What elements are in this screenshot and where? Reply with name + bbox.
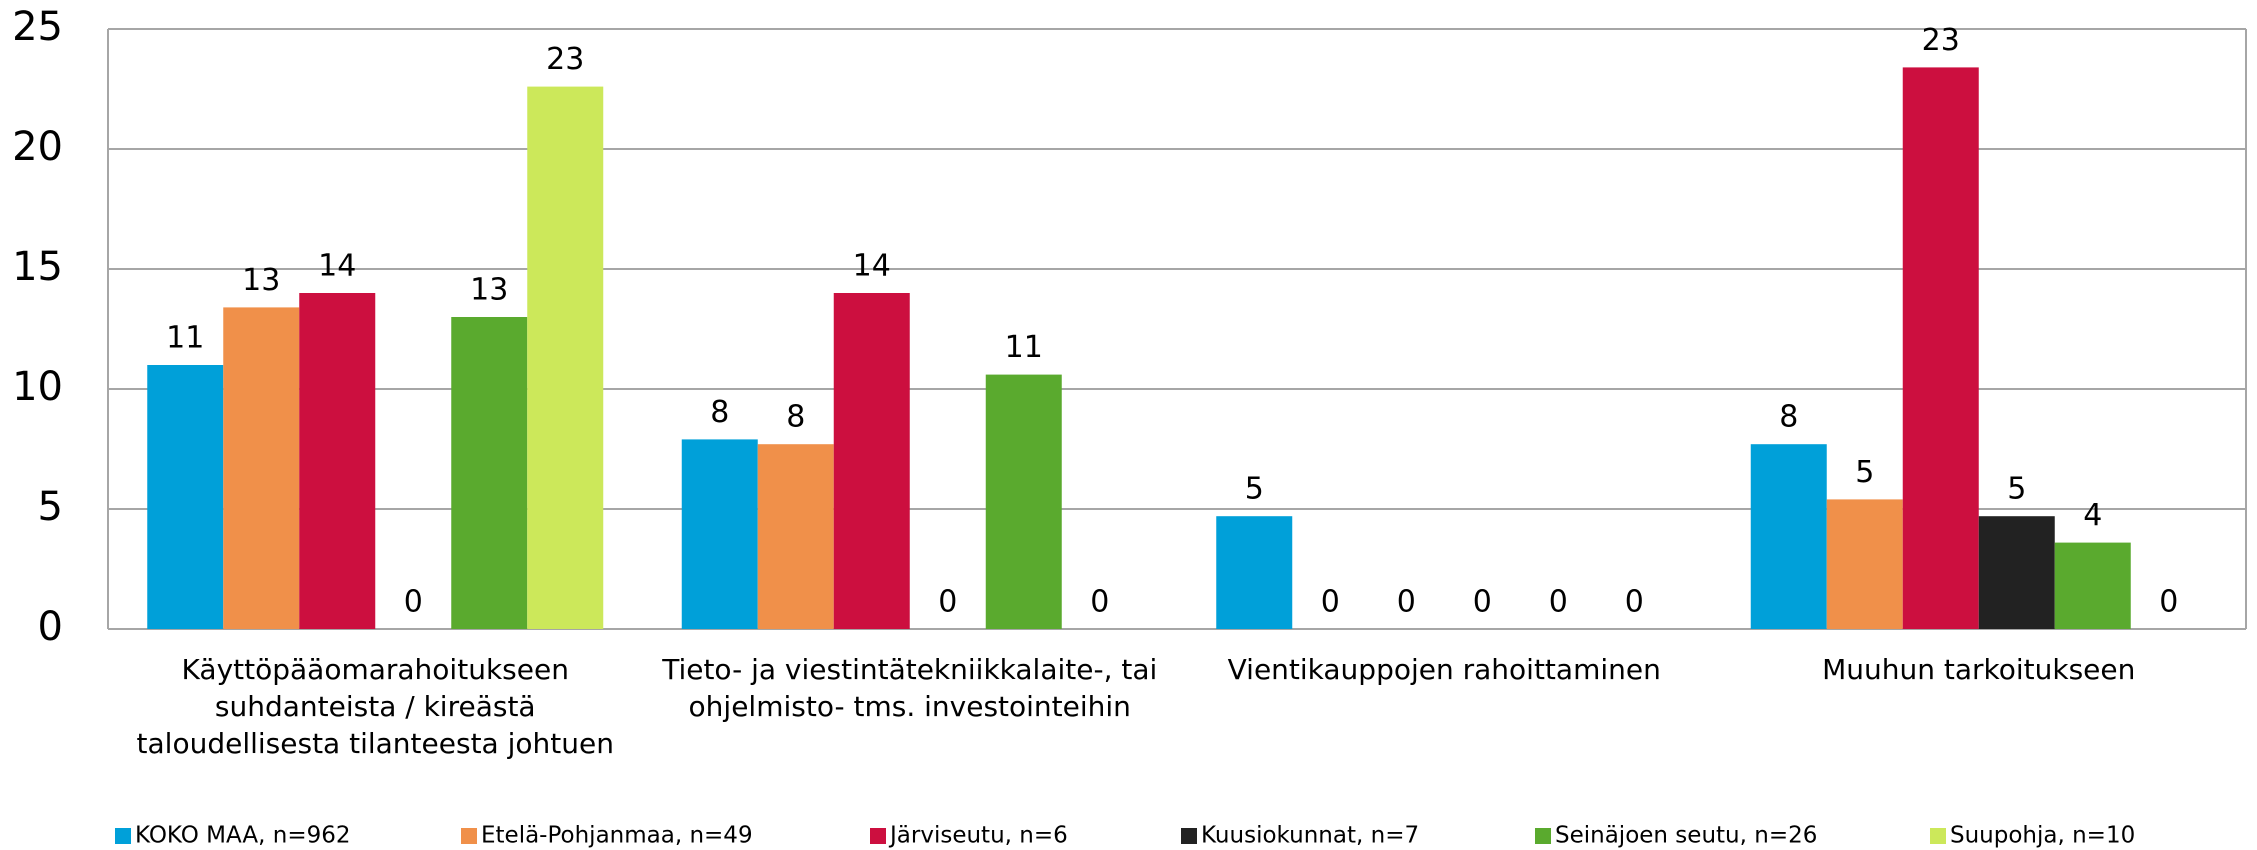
value-label: 5 [1245,472,1264,507]
x-tick-label: suhdanteista / kireästä [215,690,536,723]
value-label: 4 [2083,498,2102,533]
legend-label: Suupohja, n=10 [1950,823,2135,849]
bar [681,439,758,629]
value-label: 0 [1090,585,1109,620]
y-tick-label: 25 [12,4,63,50]
bar [1750,444,1827,629]
bar [147,365,224,629]
value-label: 0 [404,585,423,620]
bar [223,307,300,629]
legend-swatch [1535,828,1551,844]
x-tick-label: Vientikauppojen rahoittaminen [1228,653,1661,686]
bar [527,86,604,630]
legend-swatch [115,828,131,844]
value-label: 8 [710,395,729,430]
value-label: 23 [1922,23,1960,58]
legend-swatch [870,828,886,844]
legend-label: Kuusiokunnat, n=7 [1201,823,1419,849]
value-label: 13 [470,273,508,308]
bar [1902,67,1979,629]
bar [1216,516,1293,629]
value-label: 0 [1625,585,1644,620]
legend-swatch [1930,828,1946,844]
value-label: 8 [1779,400,1798,435]
value-label: 0 [938,585,957,620]
x-tick-label: Muuhun tarkoitukseen [1822,653,2135,686]
value-label: 8 [786,400,805,435]
value-label: 11 [1005,330,1043,365]
x-tick-label: ohjelmisto- tms. investointeihin [689,690,1131,723]
x-tick-label: Käyttöpääomarahoitukseen [182,653,569,686]
bar [451,317,528,629]
legend-label: Etelä-Pohjanmaa, n=49 [481,823,753,849]
bar [1826,499,1903,629]
legend-swatch [461,828,477,844]
value-label: 14 [853,249,891,284]
legend-label: KOKO MAA, n=962 [135,823,351,849]
value-label: 5 [2007,472,2026,507]
value-label: 13 [242,263,280,298]
value-label: 0 [1321,585,1340,620]
value-label: 0 [1549,585,1568,620]
value-label: 14 [318,249,356,284]
bar [985,374,1062,629]
y-tick-label: 0 [38,604,63,650]
legend-label: Seinäjoen seutu, n=26 [1555,823,1817,849]
value-label: 11 [166,321,204,356]
value-label: 0 [1473,585,1492,620]
y-tick-label: 15 [12,244,63,290]
bar [2054,542,2131,629]
bar [299,293,376,629]
value-label: 0 [1397,585,1416,620]
x-tick-label: taloudellisesta tilanteesta johtuen [137,727,614,760]
legend-label: Järviseutu, n=6 [888,823,1068,849]
value-label: 5 [1855,455,1874,490]
y-tick-label: 10 [12,364,63,410]
value-label: 23 [546,42,584,77]
bar [833,293,910,629]
y-tick-label: 20 [12,124,63,170]
bar [1978,516,2055,629]
legend-swatch [1181,828,1197,844]
x-tick-label: Tieto- ja viestintätekniikkalaite-, tai [661,653,1157,686]
value-label: 0 [2159,585,2178,620]
bar [757,444,834,629]
y-tick-label: 5 [38,484,63,530]
